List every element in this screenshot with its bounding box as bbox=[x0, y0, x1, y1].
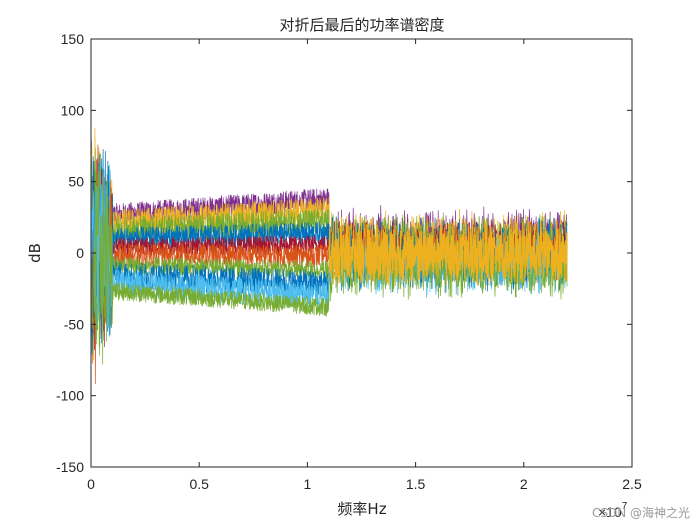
x-tick-label: 0.5 bbox=[189, 476, 209, 492]
x-tick-label: 1.5 bbox=[406, 476, 426, 492]
x-tick-label: 0 bbox=[87, 476, 95, 492]
y-tick-label: 150 bbox=[61, 31, 85, 47]
x-axis: 0 0.5 1 1.5 2 2.5 bbox=[87, 39, 642, 492]
x-tick-label: 1 bbox=[304, 476, 312, 492]
chart-title: 对折后最后的功率谱密度 bbox=[279, 16, 444, 34]
y-tick-label: 0 bbox=[76, 245, 84, 261]
x-axis-label: 频率Hz bbox=[337, 500, 386, 518]
y-tick-label: 50 bbox=[68, 174, 84, 190]
x-tick-label: 2.5 bbox=[622, 476, 642, 492]
data-layer bbox=[91, 127, 568, 385]
y-axis: -150 -100 -50 0 50 100 150 bbox=[56, 31, 632, 475]
x-exponent-power: 7 bbox=[622, 501, 628, 512]
x-tick-label: 2 bbox=[520, 476, 528, 492]
y-tick-label: -50 bbox=[64, 316, 84, 332]
y-tick-label: -100 bbox=[56, 388, 84, 404]
y-tick-label: 100 bbox=[61, 102, 85, 118]
series-line bbox=[328, 217, 568, 287]
x-exponent-label: ×107 bbox=[598, 501, 628, 520]
watermark: CSDN @海神之光 bbox=[592, 505, 690, 520]
y-tick-label: -150 bbox=[56, 459, 84, 475]
y-axis-label: dB bbox=[26, 243, 44, 263]
